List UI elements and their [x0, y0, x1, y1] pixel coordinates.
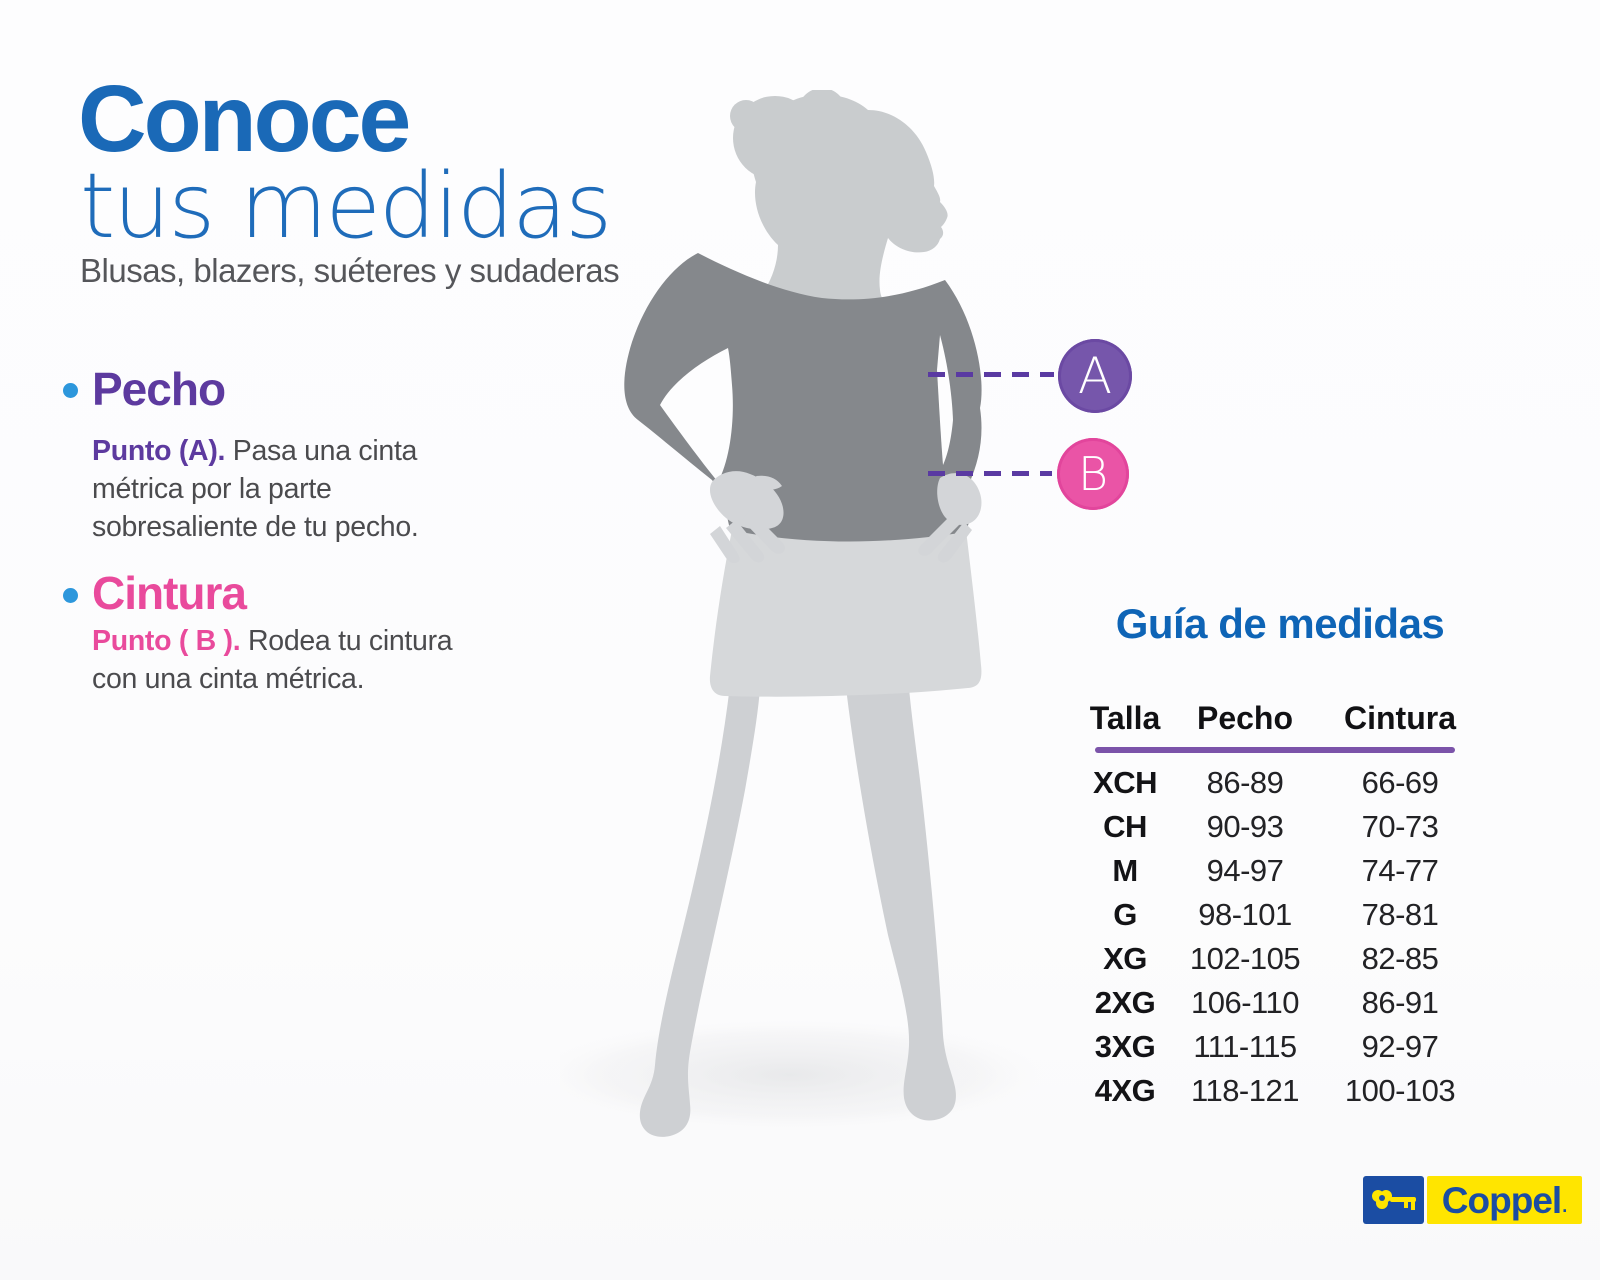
table-row: G 98-101 78-81 — [1085, 893, 1475, 937]
size-guide-header: Talla Pecho Cintura — [1085, 700, 1475, 737]
page-subtitle: Blusas, blazers, suéteres y sudaderas — [80, 252, 620, 289]
pecho-heading: Pecho — [92, 363, 226, 415]
pecho-description: Punto (A). Pasa una cinta métrica por la… — [92, 432, 452, 546]
key-icon — [1363, 1176, 1424, 1224]
size-value-pecho: 111-115 — [1193, 1029, 1297, 1064]
coppel-wordmark: Coppel . — [1427, 1176, 1582, 1224]
pecho-point-text: Pasa una cinta métrica por la parte sobr… — [92, 435, 419, 543]
size-value-cintura: 74-77 — [1361, 853, 1439, 888]
table-row: CH 90-93 70-73 — [1085, 805, 1475, 849]
arm-gap — [937, 335, 953, 465]
column-header-cintura: Cintura — [1344, 700, 1456, 736]
cintura-point-label: Punto ( B ). — [92, 625, 241, 657]
size-value-cintura: 92-97 — [1361, 1029, 1439, 1064]
size-value-talla: 3XG — [1094, 1029, 1156, 1064]
bullet-icon — [63, 588, 78, 603]
marker-b-badge: B — [1057, 438, 1129, 510]
hair-bun — [730, 100, 762, 132]
header-underline — [1095, 747, 1455, 753]
size-guide-title: Guía de medidas — [1115, 600, 1445, 647]
table-row: M 94-97 74-77 — [1085, 849, 1475, 893]
cintura-point-text: Rodea tu cintura con una cinta métrica. — [92, 625, 453, 695]
right-hand — [918, 473, 982, 563]
table-row: XG 102-105 82-85 — [1085, 937, 1475, 981]
skirt — [709, 530, 982, 697]
size-value-cintura: 86-91 — [1361, 985, 1439, 1020]
size-value-cintura: 82-85 — [1361, 941, 1439, 976]
size-guide: Guía de medidas Talla Pecho Cintura XCH 8… — [1085, 600, 1475, 1113]
size-value-cintura: 100-103 — [1344, 1073, 1456, 1108]
size-value-pecho: 98-101 — [1198, 897, 1292, 932]
pecho-point-label: Punto (A). — [92, 435, 226, 467]
left-leg — [639, 685, 760, 1137]
woman-silhouette-figure — [560, 90, 1060, 1137]
floor-shadow — [560, 1015, 1060, 1135]
column-header-pecho: Pecho — [1196, 700, 1294, 736]
size-value-cintura: 66-69 — [1361, 765, 1439, 800]
table-row: XCH 86-89 66-69 — [1085, 761, 1475, 805]
coppel-trademark-dot: . — [1562, 1196, 1568, 1216]
dashed-pointer-b — [928, 471, 1052, 476]
cintura-heading: Cintura — [92, 567, 247, 619]
cintura-description: Punto ( B ). Rodea tu cintura con una ci… — [92, 622, 497, 698]
column-header-talla: Talla — [1089, 700, 1161, 736]
size-value-talla: 4XG — [1094, 1073, 1156, 1108]
size-value-talla: XCH — [1093, 765, 1157, 800]
size-value-cintura: 78-81 — [1361, 897, 1439, 932]
table-row: 3XG 111-115 92-97 — [1085, 1025, 1475, 1069]
size-value-talla: M — [1112, 853, 1138, 888]
size-value-pecho: 94-97 — [1206, 853, 1284, 888]
size-value-pecho: 102-105 — [1189, 941, 1301, 976]
size-value-talla: G — [1113, 897, 1137, 932]
right-leg — [846, 688, 956, 1121]
marker-a-badge: A — [1058, 339, 1132, 413]
arm-gap — [660, 348, 733, 482]
page-title-line2: tus medidas — [80, 154, 612, 259]
page-title-line1: Conoce — [78, 66, 411, 172]
table-row: 2XG 106-110 86-91 — [1085, 981, 1475, 1025]
table-row: 4XG 118-121 100-103 — [1085, 1069, 1475, 1113]
left-hand — [709, 471, 785, 564]
size-value-talla: XG — [1103, 941, 1147, 976]
size-value-pecho: 106-110 — [1191, 985, 1299, 1020]
size-value-pecho: 86-89 — [1206, 765, 1284, 800]
size-value-talla: 2XG — [1094, 985, 1156, 1020]
size-value-talla: CH — [1103, 809, 1147, 844]
coppel-logo: Coppel . — [1363, 1176, 1582, 1224]
dashed-pointer-a — [928, 372, 1054, 377]
coppel-brand-text: Coppel — [1441, 1179, 1562, 1221]
size-value-pecho: 90-93 — [1206, 809, 1284, 844]
size-value-pecho: 118-121 — [1191, 1073, 1299, 1108]
head-profile — [751, 94, 948, 318]
size-guide-rows: XCH 86-89 66-69 CH 90-93 70-73 M 94-97 74-77 G 98-… — [1085, 761, 1475, 1113]
bullet-icon — [63, 383, 78, 398]
size-value-cintura: 70-73 — [1361, 809, 1439, 844]
